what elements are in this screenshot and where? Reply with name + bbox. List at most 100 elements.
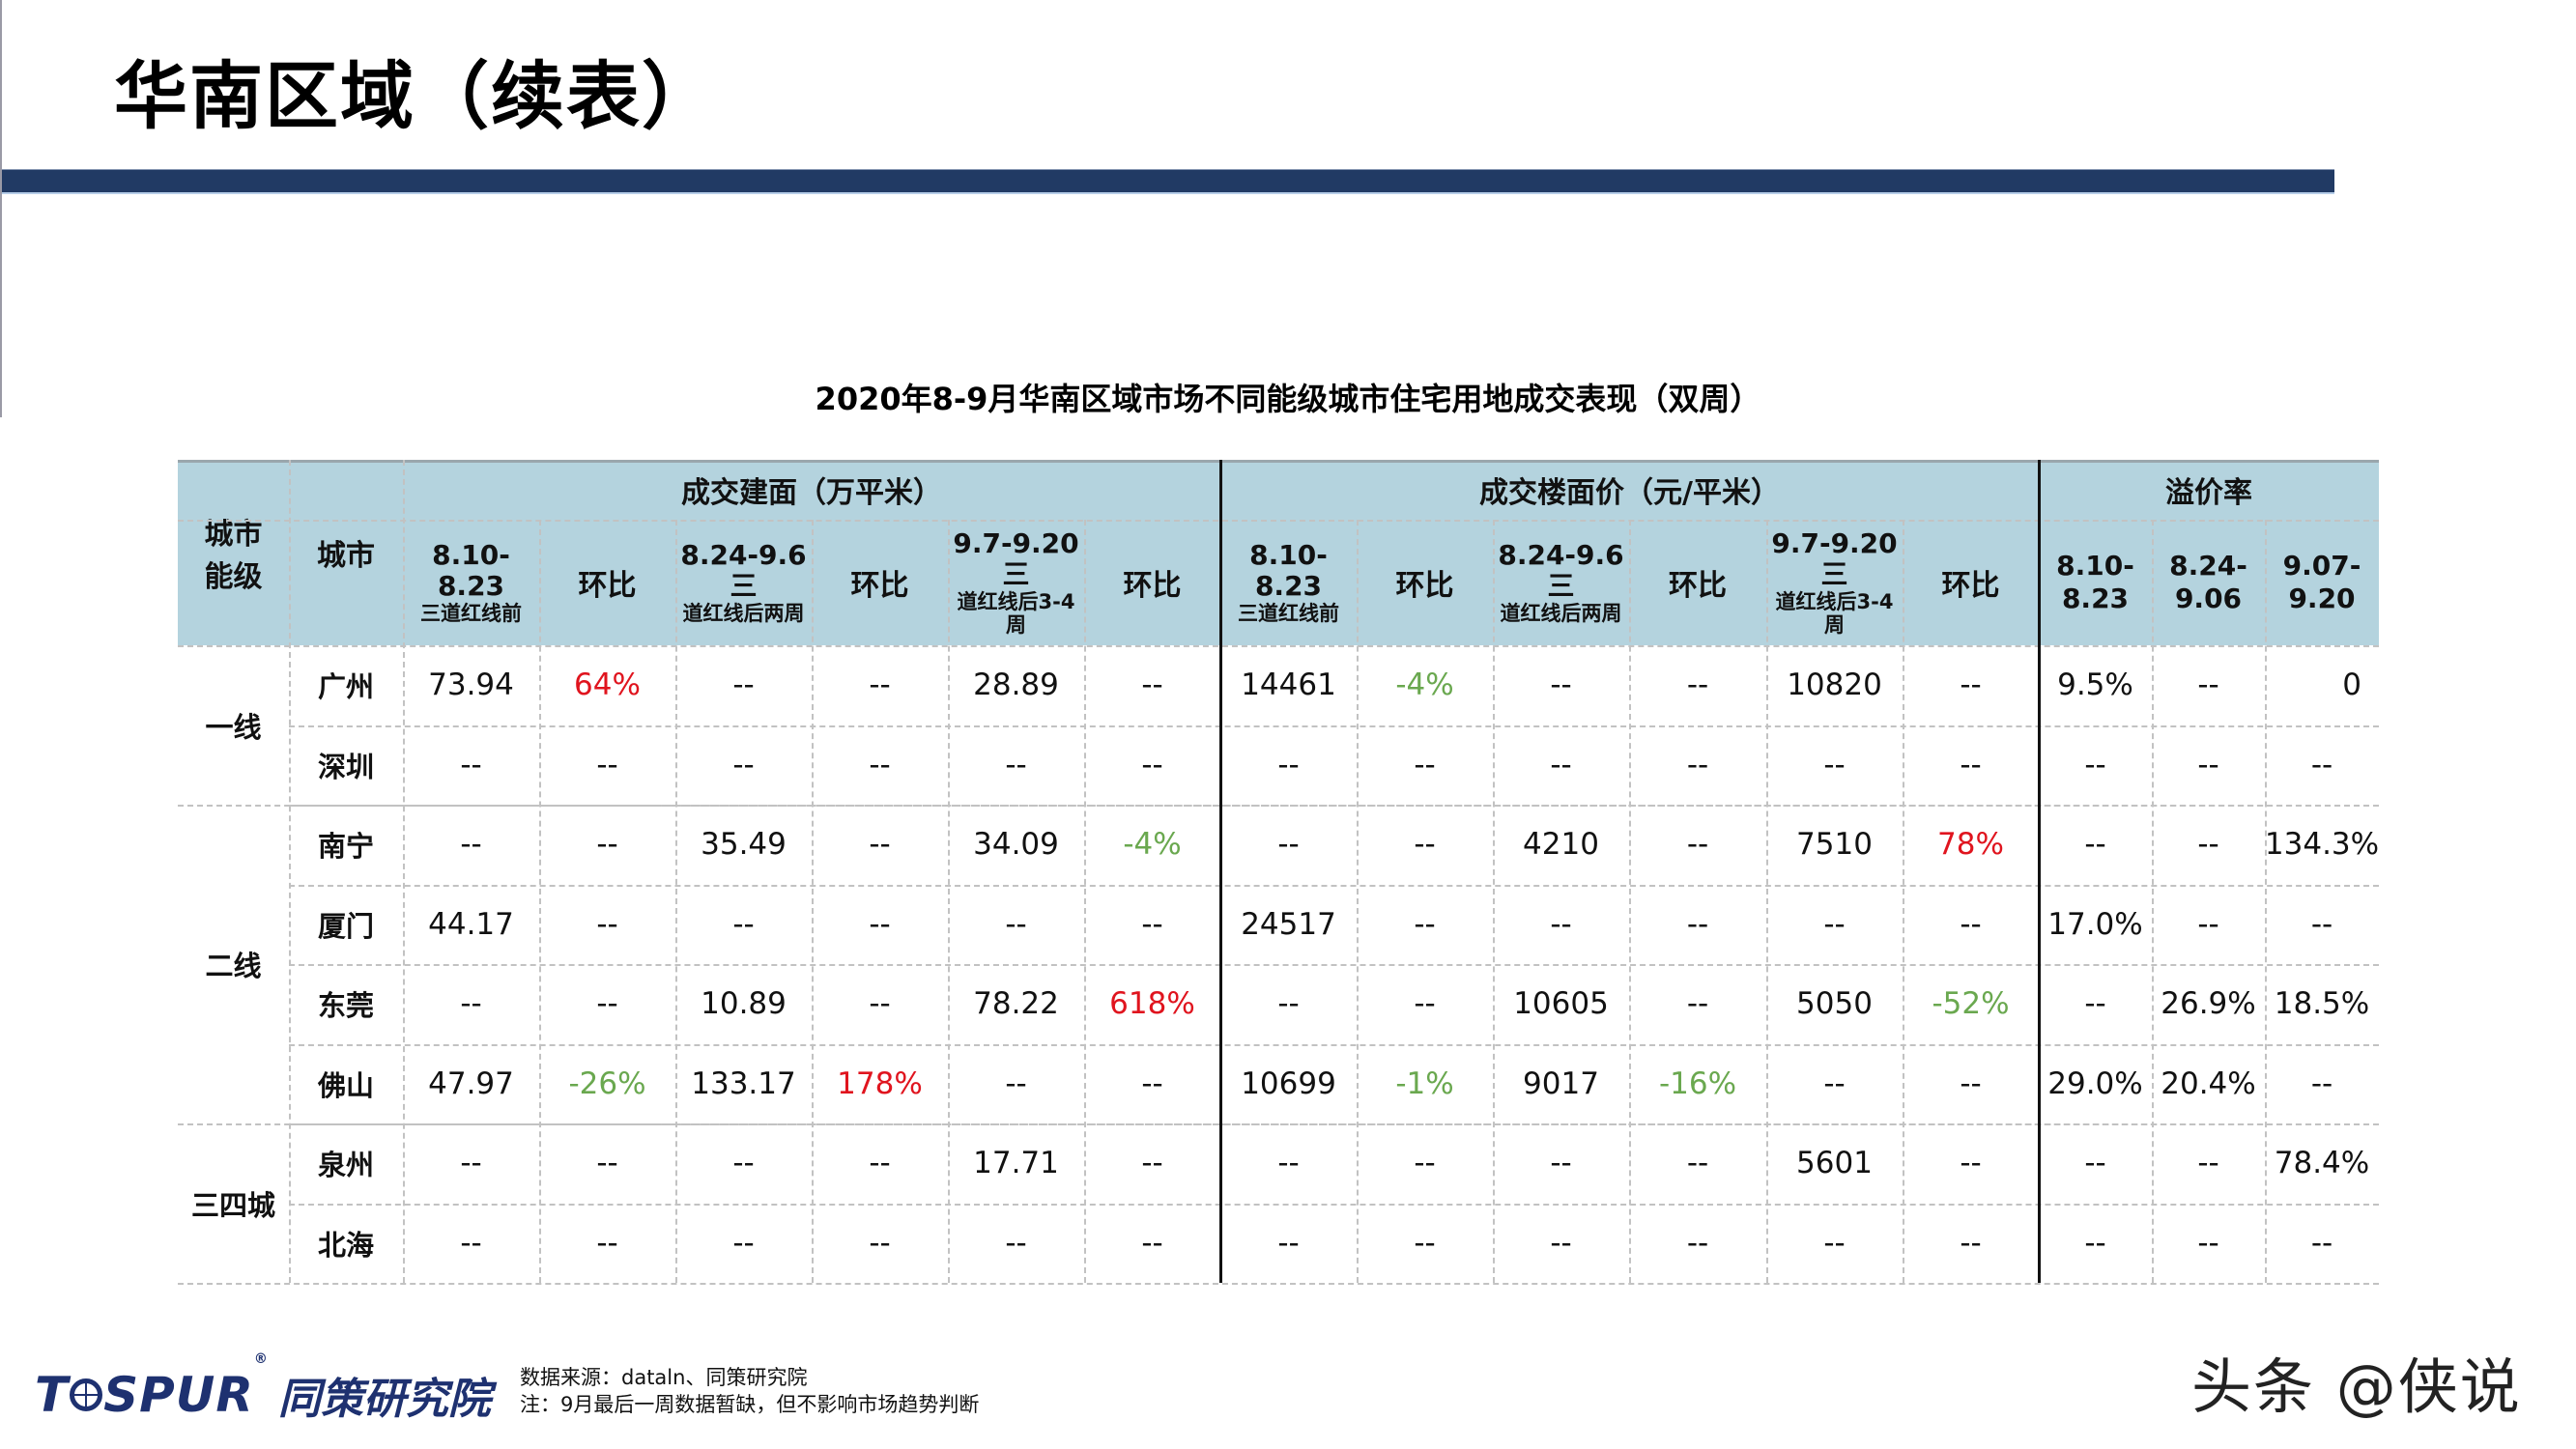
table-cell: -- <box>539 964 675 1044</box>
cell-value: 47.97 <box>428 1065 514 1101</box>
table-cell: -- <box>403 805 539 885</box>
table-cell: -- <box>675 645 812 725</box>
table-cell: -- <box>1357 885 1493 965</box>
cell-value: 35.49 <box>701 827 787 863</box>
table-cell: -- <box>539 1204 675 1284</box>
table-cell: -- <box>948 1044 1084 1124</box>
table-cell: -- <box>1493 1123 1629 1204</box>
table-cell: 17.71 <box>948 1123 1084 1204</box>
cell-value: -- <box>2084 1146 2106 1181</box>
cell-value: -26% <box>568 1065 646 1101</box>
cell-value: 28.89 <box>973 668 1059 703</box>
cell-value: 34.09 <box>973 827 1059 863</box>
cell-value: 133.17 <box>691 1065 796 1101</box>
cell-value: -- <box>2084 827 2106 863</box>
group-header: 成交楼面价（元/平米） <box>1220 460 2039 520</box>
column-header-label: 8.10- 8.23 <box>2056 550 2134 614</box>
column-header: 8.10- 8.23 <box>2039 520 2152 645</box>
cell-value: 5601 <box>1796 1146 1873 1181</box>
table-cell: 18.5% <box>2265 964 2379 1044</box>
column-header: 8.10-8.23 三道红线前 <box>403 520 539 645</box>
cell-value: -- <box>596 986 618 1022</box>
cell-value: -- <box>732 906 755 942</box>
row-divider <box>289 1123 2379 1125</box>
column-header: 环比 <box>1084 520 1220 645</box>
table-cell: -- <box>1903 1204 2039 1284</box>
table-cell: 0 <box>2265 645 2379 725</box>
cell-value: 14461 <box>1241 668 1336 703</box>
cell-value: -- <box>1141 1065 1163 1101</box>
table-cell: 178% <box>812 1044 948 1124</box>
table-cell: -- <box>1766 725 1903 806</box>
table-cell: -- <box>1493 645 1629 725</box>
table-cell: -- <box>403 1123 539 1204</box>
cell-value: -- <box>869 986 891 1022</box>
column-header-sublabel: 道红线后3-4 周 <box>957 590 1075 637</box>
group-header-label: 成交楼面价（元/平米） <box>1479 476 1780 510</box>
cell-value: -- <box>460 1225 482 1261</box>
cell-value: -- <box>1005 906 1027 942</box>
table-cell: -- <box>539 725 675 806</box>
title-underline-bar <box>2 169 2334 194</box>
table-cell: -- <box>1493 885 1629 965</box>
header-divider <box>178 520 2379 522</box>
table-cell: -- <box>2152 805 2265 885</box>
cell-value: 9017 <box>1523 1065 1599 1101</box>
cell-value: 17.71 <box>973 1146 1059 1181</box>
page-title: 华南区域（续表） <box>114 53 717 139</box>
row-divider <box>289 884 2379 887</box>
cell-value: -- <box>1686 827 1709 863</box>
cell-value: -- <box>1277 747 1300 782</box>
table-cell: -- <box>812 805 948 885</box>
table-cell: -- <box>1220 805 1357 885</box>
column-header-sublabel: 三道红线前 <box>420 602 522 625</box>
table-cell: -- <box>1629 964 1766 1044</box>
column-header-label: 9.7-9.20三 <box>953 527 1079 590</box>
table-cell: 64% <box>539 645 675 725</box>
cell-value: 26.9% <box>2161 986 2256 1022</box>
tier-label: 一线 <box>178 645 289 805</box>
cell-value: -- <box>1823 1065 1846 1101</box>
column-header-label: 8.24- 9.06 <box>2169 550 2247 614</box>
table-header-bg <box>178 460 2379 645</box>
column-header: 环比 <box>1629 520 1766 645</box>
table-cell: -- <box>1629 725 1766 806</box>
column-header-sublabel: 道红线后两周 <box>1500 602 1622 625</box>
table-cell: 4210 <box>1493 805 1629 885</box>
table-cell: 78.22 <box>948 964 1084 1044</box>
table-cell: 20.4% <box>2152 1044 2265 1124</box>
cell-value: -- <box>1823 747 1846 782</box>
table-cell: -- <box>812 645 948 725</box>
table-cell: 133.17 <box>675 1044 812 1124</box>
cell-value: -- <box>1141 906 1163 942</box>
table-cell: 134.3% <box>2265 805 2379 885</box>
row-divider <box>289 1203 2379 1206</box>
data-source-note: 数据来源：dataln、同策研究院 <box>520 1366 808 1389</box>
cell-value: -- <box>460 747 482 782</box>
table-cell: 35.49 <box>675 805 812 885</box>
group-divider <box>2038 460 2041 1283</box>
cell-value: -- <box>1414 1225 1436 1261</box>
cell-value: -- <box>2084 747 2106 782</box>
cell-value: 29.0% <box>2047 1065 2143 1101</box>
table-cell: -- <box>1629 805 1766 885</box>
table-cell: -- <box>1493 1204 1629 1284</box>
column-header-sublabel: 道红线后3-4 周 <box>1775 590 1894 637</box>
column-header: 环比 <box>1357 520 1493 645</box>
cell-value: -- <box>1960 1065 1982 1101</box>
cell-value: -- <box>869 747 891 782</box>
column-divider <box>289 460 291 1283</box>
cell-value: -- <box>1141 747 1163 782</box>
cell-value: 24517 <box>1241 906 1336 942</box>
cell-value: -- <box>2310 1065 2333 1101</box>
cell-value: 64% <box>574 668 641 703</box>
table-cell: -- <box>2265 1044 2379 1124</box>
column-divider <box>1766 520 1768 1283</box>
column-header: 环比 <box>1903 520 2039 645</box>
table-cell: 10.89 <box>675 964 812 1044</box>
column-divider <box>2265 520 2267 1283</box>
table-cell: 10820 <box>1766 645 1903 725</box>
cell-value: -- <box>1686 986 1709 1022</box>
cell-value: -- <box>1823 1225 1846 1261</box>
table-cell: 78% <box>1903 805 2039 885</box>
